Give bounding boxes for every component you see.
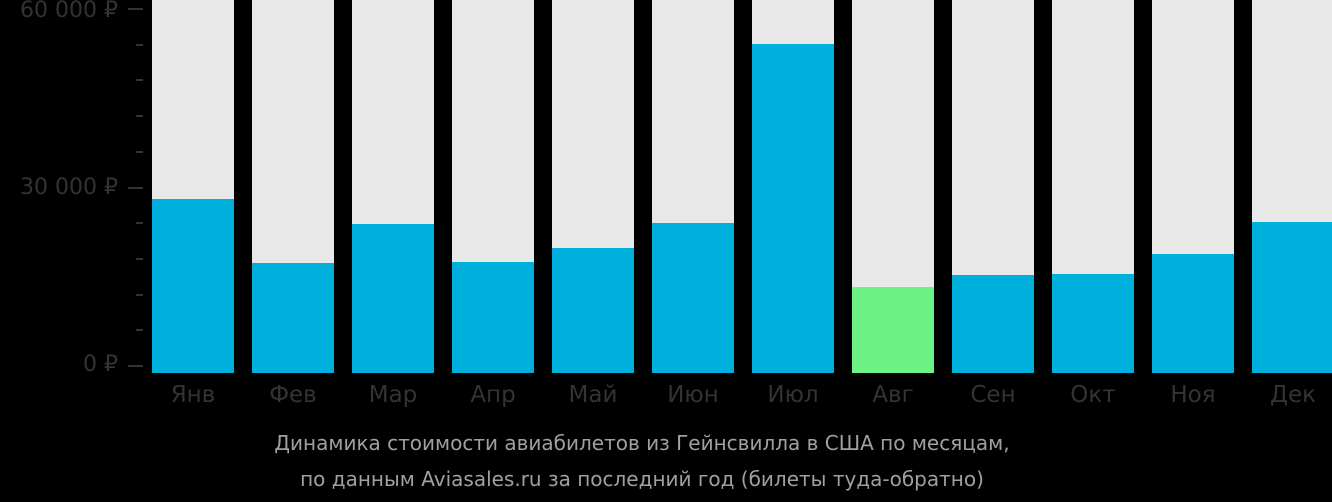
x-axis-label: Июл [767, 382, 819, 408]
minor-tick [136, 222, 143, 224]
bar-Июн[interactable] [652, 223, 734, 373]
major-tick [128, 365, 143, 367]
bar-Янв[interactable] [152, 199, 234, 373]
bar-Дек[interactable] [1252, 222, 1332, 373]
x-axis-label: Мар [368, 382, 418, 408]
y-axis-label-60000: 60 000 ₽ [20, 0, 118, 23]
x-axis-label: Янв [170, 382, 216, 408]
x-axis-label: Апр [470, 382, 516, 408]
bar-Сен[interactable] [952, 275, 1034, 373]
bar-Фев[interactable] [252, 263, 334, 373]
x-axis-label: Июн [667, 382, 719, 408]
major-tick [128, 8, 143, 10]
bar-Авг[interactable] [852, 287, 934, 373]
major-tick [128, 187, 143, 189]
minor-tick [136, 44, 143, 46]
bar-Мар[interactable] [352, 224, 434, 373]
bar-Апр[interactable] [452, 262, 534, 373]
x-axis-label: Ноя [1170, 382, 1216, 408]
minor-tick [136, 115, 143, 117]
x-axis-label: Дек [1269, 382, 1316, 408]
x-axis-label: Май [568, 382, 618, 408]
minor-tick [136, 79, 143, 81]
x-axis-label: Фев [269, 382, 317, 408]
x-axis-label: Авг [872, 382, 914, 408]
minor-tick [136, 258, 143, 260]
bar-Окт[interactable] [1052, 274, 1134, 373]
bar-Ноя[interactable] [1152, 254, 1234, 373]
minor-tick [136, 329, 143, 331]
bar-Июл[interactable] [752, 44, 834, 373]
x-axis-label: Сен [970, 382, 1016, 408]
y-axis-label-30000: 30 000 ₽ [20, 175, 118, 200]
y-axis-label-0: 0 ₽ [83, 352, 118, 377]
chart-caption-line2: по данным Aviasales.ru за последний год … [300, 467, 984, 491]
chart-caption-line1: Динамика стоимости авиабилетов из Гейнсв… [274, 431, 1010, 455]
bar-Май[interactable] [552, 248, 634, 373]
minor-tick [136, 294, 143, 296]
x-axis-label: Окт [1070, 382, 1116, 408]
minor-tick [136, 151, 143, 153]
